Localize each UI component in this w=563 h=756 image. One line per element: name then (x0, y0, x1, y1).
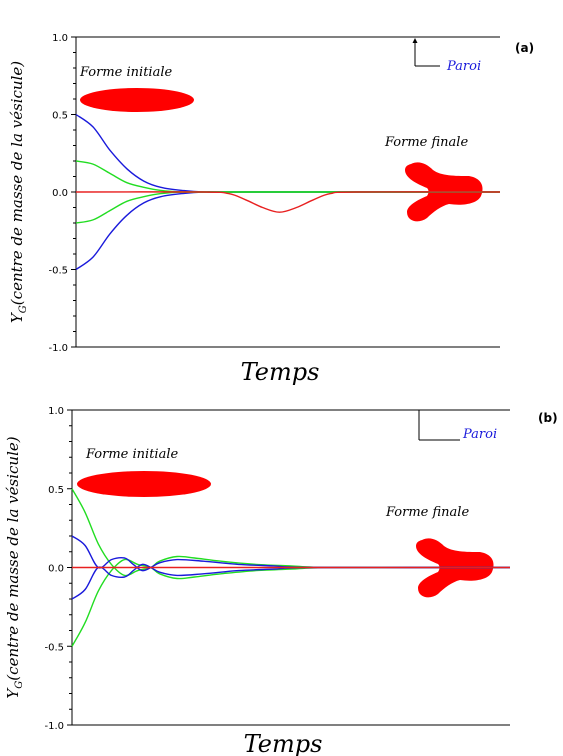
y-tick-label: 0.0 (52, 188, 68, 199)
panel-label: (a) (515, 41, 534, 55)
initial-shape-label: Forme initiale (85, 447, 178, 462)
x-axis-label: Temps (244, 730, 323, 756)
series-line-blue-3 (71, 563, 511, 600)
y-tick-label: -1.0 (48, 343, 68, 354)
series-line-green-1 (71, 558, 511, 647)
series-line-red-4 (75, 191, 501, 213)
initial-vesicle-shape (77, 471, 211, 497)
y-axis-label: YG(centre de masse de la vésicule) (4, 436, 25, 698)
y-axis-label-subscript: G (18, 305, 29, 313)
y-tick-label: -0.5 (48, 266, 68, 277)
wall-arrow-icon (412, 38, 418, 43)
y-tick-label: -0.5 (44, 642, 64, 653)
wall-label: Paroi (446, 59, 481, 74)
y-tick-label: -1.0 (44, 721, 64, 732)
y-tick-label: 0.0 (48, 564, 64, 575)
y-tick-label: 1.0 (52, 33, 68, 44)
chart-panel-a: 1.0 0.5 0.0 -0.5 -1.0 Temps YG(centre de masse… (8, 33, 534, 386)
chart-panel-b: 1.0 0.5 0.0 -0.5 -1.0 Temps YG(centre de masse… (4, 406, 558, 756)
y-axis-label-symbol: Y (8, 311, 26, 323)
final-shape-label: Forme finale (384, 135, 468, 150)
y-tick-label: 1.0 (48, 406, 64, 417)
x-axis-label: Temps (241, 358, 320, 386)
panel-label: (b) (538, 411, 558, 425)
y-axis-label-symbol: Y (4, 687, 22, 699)
y-tick-label: 0.5 (48, 485, 64, 496)
initial-shape-label: Forme initiale (79, 65, 172, 80)
initial-vesicle-shape (80, 88, 194, 112)
wall-label: Paroi (462, 427, 497, 442)
y-axis-label-text: (centre de masse de la vésicule) (4, 436, 22, 680)
y-axis-label-subscript: G (14, 681, 25, 689)
final-shape-label: Forme finale (385, 505, 469, 520)
series-line-green-3 (75, 191, 500, 224)
y-tick-label: 0.5 (52, 111, 68, 122)
series-line-blue-2 (71, 535, 511, 572)
y-axis-label-text: (centre de masse de la vésicule) (8, 61, 26, 305)
y-axis-label: YG(centre de masse de la vésicule) (8, 61, 29, 323)
series-line-green-0 (71, 488, 511, 577)
